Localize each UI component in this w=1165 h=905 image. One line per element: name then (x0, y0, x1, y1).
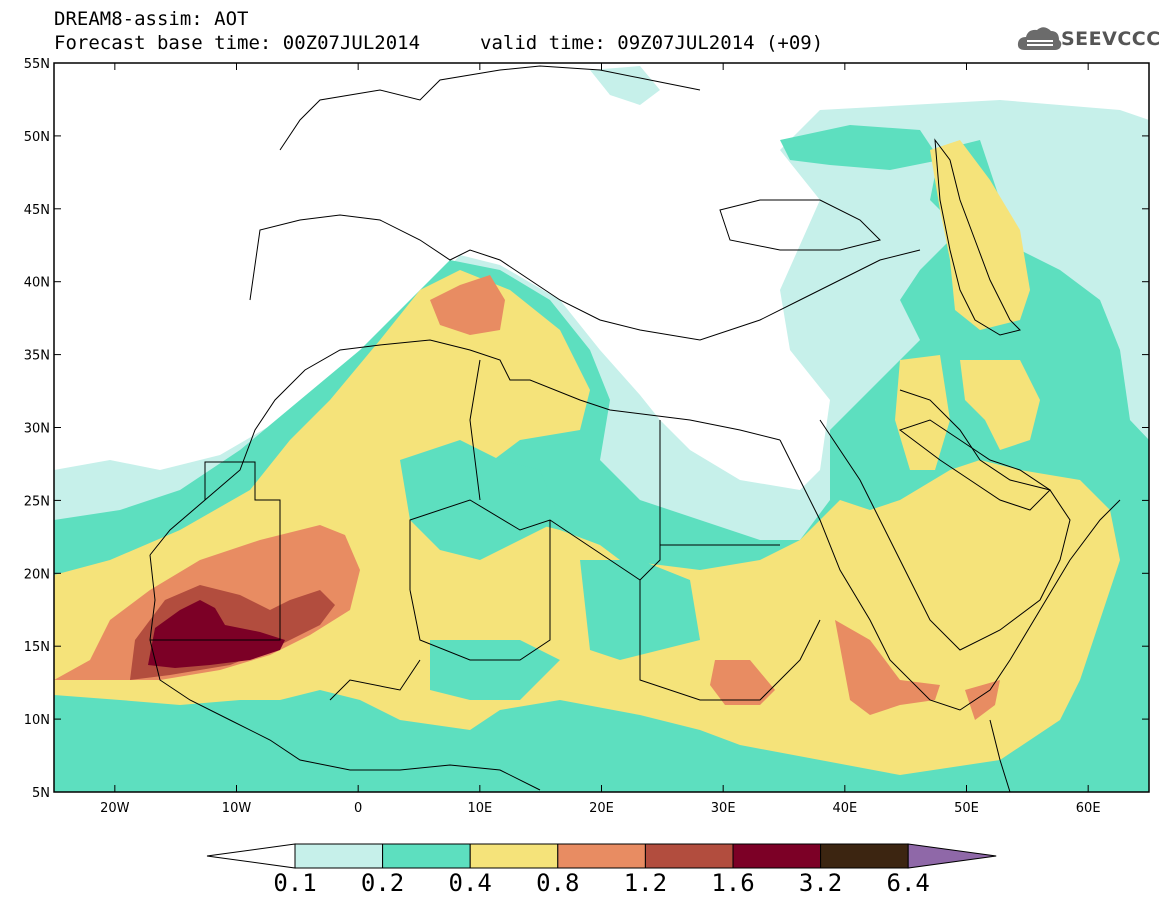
lat-tick-label: 20N (24, 567, 50, 582)
colorbar-swatch (644, 843, 734, 869)
lat-tick-label: 15N (24, 640, 50, 655)
lat-tick-label: 40N (24, 276, 50, 291)
coast-nw-africa (149, 339, 781, 556)
lon-tick-label: 0 (354, 801, 362, 816)
border-1 (150, 461, 281, 641)
logo-text: SEEVCCC (1061, 28, 1161, 50)
colorbar-label: 0.1 (273, 869, 316, 897)
colorbar-over-arrow (907, 843, 997, 869)
colorbar-swatch (294, 843, 384, 869)
longitude-axis: 20W 10W 0 10E 20E 30E 40E 50E 60E (100, 63, 1101, 816)
lon-tick-label: 50E (954, 801, 979, 816)
lon-tick-label: 20W (100, 801, 130, 816)
aot-contour-0-8-med (430, 275, 505, 335)
lon-tick-label: 20E (589, 801, 614, 816)
colorbar-swatch (732, 843, 822, 869)
coastlines (149, 65, 1121, 792)
coast-europe-south (249, 214, 921, 341)
colorbar-label: 1.6 (711, 869, 754, 897)
lat-tick-label: 30N (24, 422, 50, 437)
colorbar-label: 3.2 (799, 869, 842, 897)
aot-contour-0-4-caspian (930, 140, 1030, 330)
cloud-icon (1017, 27, 1062, 50)
colorbar-under-arrow (206, 843, 296, 869)
coast-arabia (819, 389, 1071, 651)
forecast-base-time: Forecast base time: 00Z07JUL2014 (54, 32, 421, 54)
aot-contour-0-2-ne (780, 125, 940, 170)
aot-field (54, 66, 1149, 792)
border-7 (639, 580, 821, 701)
lat-tick-label: 5N (32, 786, 50, 801)
border-6 (329, 659, 421, 701)
coast-red-sea (779, 439, 1121, 711)
border-4 (409, 520, 551, 661)
lat-tick-label: 10N (24, 713, 50, 728)
aot-contour-1-6 (148, 600, 285, 668)
aot-contour-0-4-iran (960, 360, 1040, 450)
colorbar-swatch (469, 843, 559, 869)
lat-tick-label: 25N (24, 494, 50, 509)
coast-east-africa (989, 719, 1011, 792)
lon-tick-label: 40E (832, 801, 857, 816)
coast-caspian (934, 138, 1021, 336)
colorbar-label: 0.2 (361, 869, 404, 897)
colorbar-swatch (557, 843, 646, 869)
colorbar-label: 1.2 (624, 869, 667, 897)
colorbar-swatch (820, 843, 909, 869)
valid-time: valid time: 09Z07JUL2014 (+09) (480, 32, 824, 54)
latitude-axis: 55N 50N 45N 40N 35N 30N 25N 20N 15N 10N 5N (24, 57, 1149, 801)
lat-tick-label: 35N (24, 349, 50, 364)
coast-europe-north (279, 65, 701, 151)
colorbar-label: 0.4 (449, 869, 492, 897)
aot-contour-0-8-somalia (965, 680, 1000, 720)
map-title: DREAM8-assim: AOT (54, 8, 249, 30)
lat-tick-label: 45N (24, 203, 50, 218)
lon-tick-label: 60E (1076, 801, 1101, 816)
lon-tick-label: 10E (467, 801, 492, 816)
colorbar-label: 0.8 (536, 869, 579, 897)
lat-tick-label: 55N (24, 57, 50, 72)
coast-persian-gulf (898, 419, 1051, 511)
lon-tick-label: 10W (222, 801, 252, 816)
aot-contour-0-8-sudan (710, 660, 775, 705)
coast-black-sea (719, 199, 881, 251)
aot-contour-0-8-horn (835, 620, 940, 715)
colorbar: 0.1 0.2 0.4 0.8 1.2 1.6 3.2 6.4 (206, 843, 997, 897)
colorbar-swatch (382, 843, 471, 869)
lon-tick-label: 30E (711, 801, 736, 816)
border-5 (469, 359, 481, 501)
colorbar-label: 6.4 (887, 869, 930, 897)
aot-contour-0-1-north (590, 66, 660, 105)
aot-contour-0-4-iraq (895, 355, 950, 470)
lat-tick-label: 50N (24, 130, 50, 145)
